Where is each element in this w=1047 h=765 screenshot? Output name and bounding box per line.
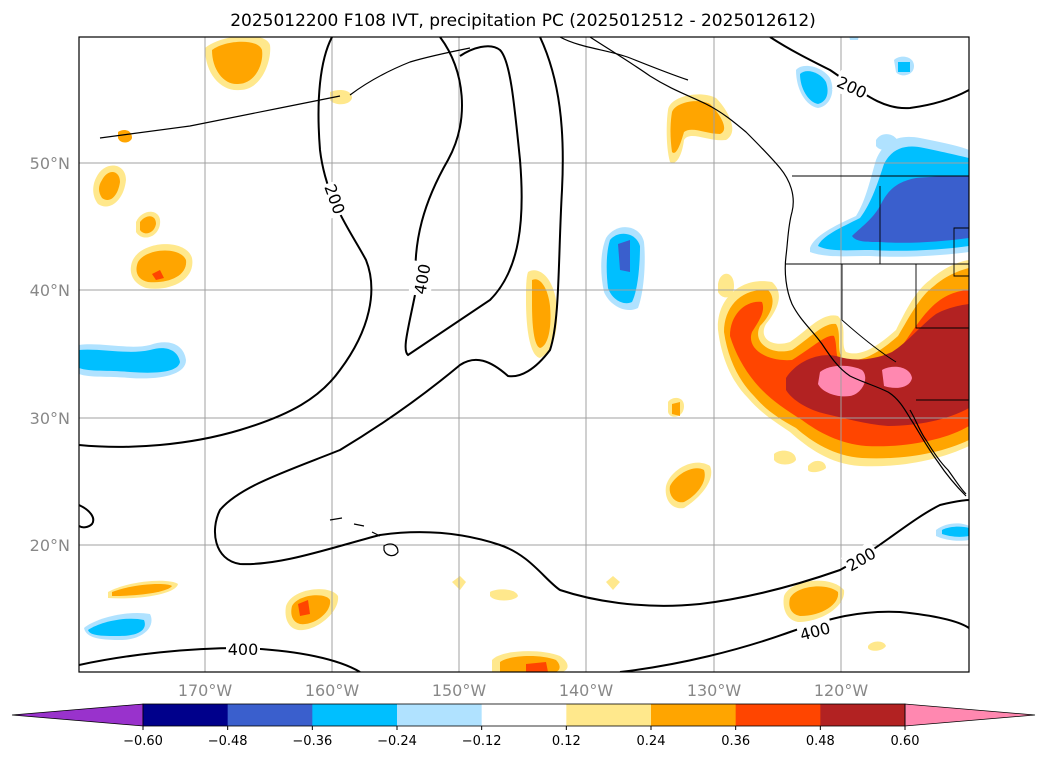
precip-patch xyxy=(118,130,132,143)
colorbar-tick-label: −0.24 xyxy=(377,734,417,749)
precip-patch xyxy=(532,279,551,348)
colorbar-tick-label: 0.36 xyxy=(721,734,750,749)
precip-patch xyxy=(852,176,969,243)
lon-label: 140°W xyxy=(559,681,614,700)
colorbar-tick-label: −0.60 xyxy=(123,734,163,749)
colorbar-segment xyxy=(651,704,737,726)
lon-label: 120°W xyxy=(814,681,869,700)
lat-label: 40°N xyxy=(30,281,70,300)
state-border xyxy=(841,264,897,363)
state-border xyxy=(953,227,969,277)
colorbar-tick-label: −0.12 xyxy=(462,734,502,749)
contour-line xyxy=(79,37,373,448)
colorbar-segment xyxy=(820,704,906,726)
hawaii-islands xyxy=(329,517,399,557)
precip-patch xyxy=(786,304,969,426)
aleutian-islands xyxy=(99,95,341,139)
colorbar-tick-label: −0.36 xyxy=(292,734,332,749)
precip-patch xyxy=(868,641,886,651)
colorbar-extend-low xyxy=(11,703,144,727)
precip-patch xyxy=(79,348,180,373)
alaska-coast xyxy=(559,37,689,81)
colorbar-segments xyxy=(11,703,1036,727)
baja-peninsula xyxy=(909,409,967,495)
colorbar-segment xyxy=(397,704,483,726)
colorbar-ticks: −0.60 −0.48 −0.36 −0.24 −0.12 0.12 0.24 0.36 0.4… xyxy=(123,726,919,749)
alaska-peninsula xyxy=(349,47,471,96)
map-frame xyxy=(78,36,970,673)
precip-patch xyxy=(99,171,120,201)
colorbar-segment xyxy=(481,704,567,726)
precip-patch xyxy=(490,589,518,601)
contour-line xyxy=(79,504,95,529)
latitude-labels: 50°N 40°N 30°N 20°N xyxy=(30,154,70,555)
contour-line xyxy=(213,37,969,607)
colorbar-outline xyxy=(142,703,906,727)
lon-label: 170°W xyxy=(178,681,233,700)
longitude-labels: 170°W 160°W 150°W 140°W 130°W 120°W xyxy=(178,681,869,700)
precip-patch xyxy=(112,584,172,596)
precip-patch xyxy=(298,600,310,616)
precip-patch xyxy=(152,270,164,280)
contour-labels: 200 400 200 200 400 400 xyxy=(226,69,882,660)
colorbar-tick-label: 0.60 xyxy=(891,734,920,749)
precip-patch xyxy=(330,90,352,105)
lon-label: 160°W xyxy=(305,681,360,700)
colorbar-segment xyxy=(227,704,313,726)
colorbar-tick-label: 0.12 xyxy=(552,734,581,749)
precip-patch xyxy=(718,273,734,298)
figure-title: 2025012200 F108 IVT, precipitation PC (2… xyxy=(230,11,816,31)
precip-patch xyxy=(876,134,898,151)
colorbar-extend-high xyxy=(904,703,1036,727)
contour-line xyxy=(404,37,523,357)
colorbar-segment xyxy=(566,704,652,726)
colorbar-segment xyxy=(735,704,821,726)
state-border xyxy=(915,264,969,329)
colorbar-tick-label: 0.24 xyxy=(637,734,666,749)
precip-patch xyxy=(800,71,828,104)
lat-label: 20°N xyxy=(30,536,70,555)
graticule xyxy=(79,37,969,672)
precip-fills xyxy=(79,37,969,672)
precip-patch xyxy=(774,450,796,465)
precip-patch xyxy=(789,586,839,616)
precip-patch xyxy=(136,250,187,283)
colorbar: −0.60 −0.48 −0.36 −0.24 −0.12 0.12 0.24 0.36 0.4… xyxy=(11,703,1036,749)
precip-patch xyxy=(212,41,263,85)
precip-patch xyxy=(818,365,866,397)
north-american-coast xyxy=(589,37,967,497)
coastlines xyxy=(99,37,969,557)
colorbar-segment xyxy=(312,704,398,726)
map-panel: 200 400 200 200 400 400 xyxy=(79,37,969,672)
precip-patch xyxy=(670,101,725,153)
colorbar-tick-label: −0.48 xyxy=(208,734,248,749)
precip-patch xyxy=(672,402,680,416)
lon-label: 130°W xyxy=(687,681,742,700)
precip-patch xyxy=(88,618,145,636)
colorbar-segment xyxy=(143,704,229,726)
contour-label-400: 400 xyxy=(228,640,259,659)
precip-patch xyxy=(849,37,859,40)
lat-label: 50°N xyxy=(30,154,70,173)
precip-patch xyxy=(808,460,826,473)
precip-patch xyxy=(669,468,705,503)
colorbar-tick-label: 0.48 xyxy=(806,734,835,749)
lon-label: 150°W xyxy=(432,681,487,700)
precip-patch xyxy=(942,526,969,537)
precip-patch xyxy=(882,366,912,388)
precip-patch xyxy=(526,662,548,672)
precip-patch xyxy=(291,595,331,625)
precip-patch xyxy=(140,216,156,234)
precip-patch xyxy=(618,240,630,272)
precip-patch xyxy=(898,62,910,72)
lat-label: 30°N xyxy=(30,409,70,428)
precip-patch xyxy=(606,576,620,590)
